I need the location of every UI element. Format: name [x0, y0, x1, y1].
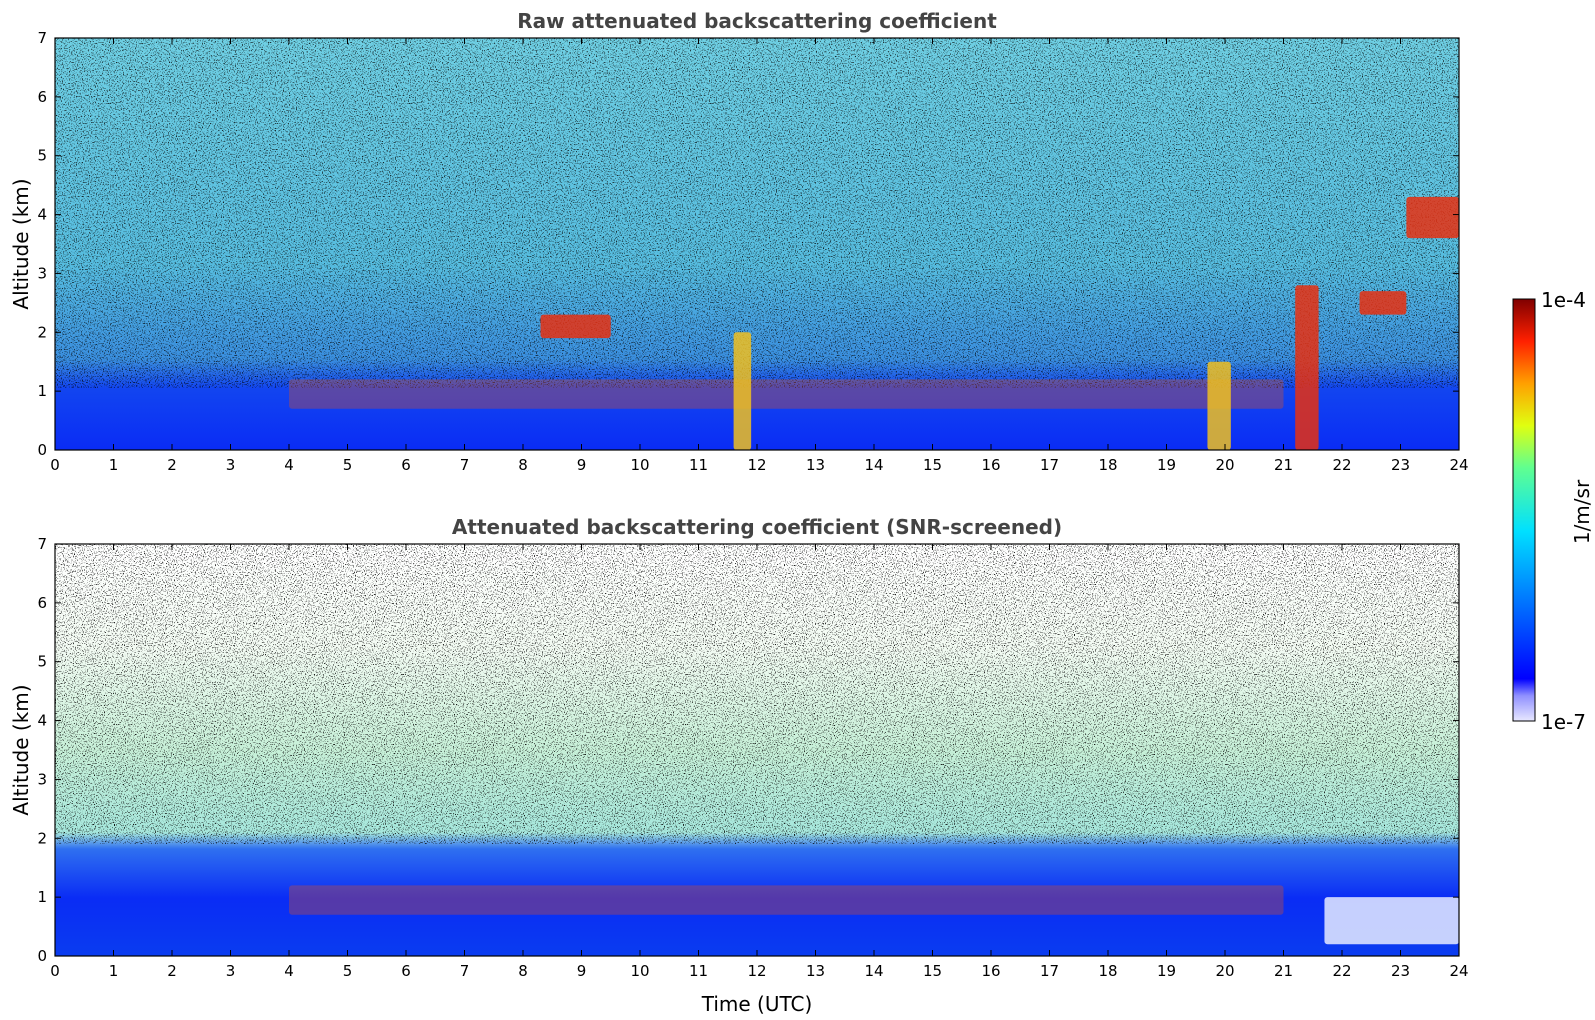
raw-axis-ticks: 0 1 2 3 4 5 6 7 8 9 10 11 12 13 14 15 16 17 18 19 20 21 22 23 24… — [37, 29, 1468, 474]
x-tick-label: 20 — [1215, 456, 1234, 474]
y-tick-label: 4 — [37, 206, 47, 224]
y-tick-label: 3 — [37, 264, 47, 282]
y-tick-label: 6 — [37, 88, 47, 106]
aerosol-layer-feature — [289, 885, 1284, 915]
x-tick-label: 13 — [806, 456, 825, 474]
y-tick-label: 2 — [37, 323, 47, 341]
y-tick-label: 2 — [37, 829, 47, 847]
screened-heatmap — [55, 544, 1459, 956]
colorbar: 1e-4 1e-7 1/m/sr — [1512, 288, 1594, 734]
colorbar-unit-label: 1/m/sr — [1570, 479, 1594, 544]
y-tick-label: 3 — [37, 770, 47, 788]
x-tick-label: 11 — [689, 456, 708, 474]
screened-noise-speckle — [55, 544, 1459, 844]
x-tick-label: 3 — [226, 962, 236, 980]
cloud-feature — [1406, 196, 1459, 239]
y-tick-label: 5 — [37, 147, 47, 165]
x-tick-label: 19 — [1157, 962, 1176, 980]
x-tick-label: 12 — [747, 962, 766, 980]
y-tick-label: 6 — [37, 594, 47, 612]
y-tick-label: 0 — [37, 947, 47, 965]
x-tick-label: 10 — [630, 456, 649, 474]
x-tick-label: 0 — [50, 962, 60, 980]
x-tick-label: 1 — [109, 962, 119, 980]
colorbar-gradient — [1512, 298, 1536, 722]
x-tick-label: 23 — [1391, 962, 1410, 980]
y-tick-label: 1 — [37, 382, 47, 400]
screened-panel-title: Attenuated backscattering coefficient (S… — [452, 515, 1062, 539]
screened-axis-ticks: 0 1 2 3 4 5 6 7 8 9 10 11 12 13 14 15 16 17 18 19 20 21 22 23 24… — [37, 535, 1468, 980]
x-tick-label: 14 — [864, 962, 883, 980]
raw-heatmap-features — [289, 196, 1459, 450]
x-tick-label: 1 — [109, 456, 119, 474]
colorbar-min-label: 1e-7 — [1541, 710, 1586, 734]
x-tick-label: 10 — [630, 962, 649, 980]
x-tick-label: 14 — [864, 456, 883, 474]
x-tick-label: 7 — [460, 456, 470, 474]
low-signal-gap-feature — [1324, 897, 1459, 945]
y-tick-label: 5 — [37, 653, 47, 671]
x-tick-label: 15 — [923, 456, 942, 474]
x-tick-label: 24 — [1449, 456, 1468, 474]
y-tick-label: 7 — [37, 29, 47, 47]
screened-heatmap-features — [289, 885, 1459, 945]
x-tick-label: 19 — [1157, 456, 1176, 474]
x-tick-label: 12 — [747, 456, 766, 474]
precipitation-column-feature — [1207, 361, 1231, 450]
precipitation-column-feature — [733, 332, 752, 450]
cloud-feature — [540, 314, 611, 339]
x-tick-label: 4 — [284, 962, 294, 980]
x-tick-label: 11 — [689, 962, 708, 980]
x-tick-label: 16 — [981, 456, 1000, 474]
x-tick-label: 3 — [226, 456, 236, 474]
x-tick-label: 0 — [50, 456, 60, 474]
x-tick-label: 17 — [1040, 456, 1059, 474]
x-tick-label: 8 — [518, 962, 528, 980]
x-tick-label: 18 — [1098, 962, 1117, 980]
x-tick-label: 5 — [343, 962, 353, 980]
y-tick-label: 0 — [37, 441, 47, 459]
x-tick-label: 21 — [1274, 962, 1293, 980]
x-tick-label: 17 — [1040, 962, 1059, 980]
y-tick-label: 1 — [37, 888, 47, 906]
cloud-feature — [1295, 285, 1319, 450]
colorbar-max-label: 1e-4 — [1541, 288, 1586, 312]
x-tick-label: 22 — [1332, 962, 1351, 980]
x-tick-label: 13 — [806, 962, 825, 980]
x-tick-label: 6 — [401, 456, 411, 474]
x-tick-label: 9 — [577, 456, 587, 474]
x-tick-label: 16 — [981, 962, 1000, 980]
x-tick-label: 18 — [1098, 456, 1117, 474]
y-tick-label: 7 — [37, 535, 47, 553]
x-tick-label: 21 — [1274, 456, 1293, 474]
x-tick-label: 2 — [167, 456, 177, 474]
x-tick-label: 22 — [1332, 456, 1351, 474]
raw-y-axis-label: Altitude (km) — [9, 178, 33, 309]
raw-heatmap — [55, 38, 1459, 450]
raw-noise-speckle — [55, 38, 1459, 388]
screened-y-axis-label: Altitude (km) — [9, 684, 33, 815]
x-tick-label: 6 — [401, 962, 411, 980]
raw-panel-title: Raw attenuated backscattering coefficien… — [517, 9, 997, 33]
x-tick-label: 23 — [1391, 456, 1410, 474]
x-tick-label: 7 — [460, 962, 470, 980]
x-tick-label: 4 — [284, 456, 294, 474]
cloud-feature — [1359, 291, 1407, 315]
raw-backscatter-panel: Raw attenuated backscattering coefficien… — [9, 9, 1469, 474]
x-tick-label: 5 — [343, 456, 353, 474]
x-tick-label: 15 — [923, 962, 942, 980]
aerosol-layer-feature — [289, 379, 1284, 409]
x-axis-label: Time (UTC) — [701, 992, 813, 1016]
x-tick-label: 24 — [1449, 962, 1468, 980]
x-tick-label: 9 — [577, 962, 587, 980]
x-tick-label: 2 — [167, 962, 177, 980]
x-tick-label: 20 — [1215, 962, 1234, 980]
screened-backscatter-panel: Attenuated backscattering coefficient (S… — [9, 515, 1469, 1016]
x-tick-label: 8 — [518, 456, 528, 474]
y-tick-label: 4 — [37, 712, 47, 730]
